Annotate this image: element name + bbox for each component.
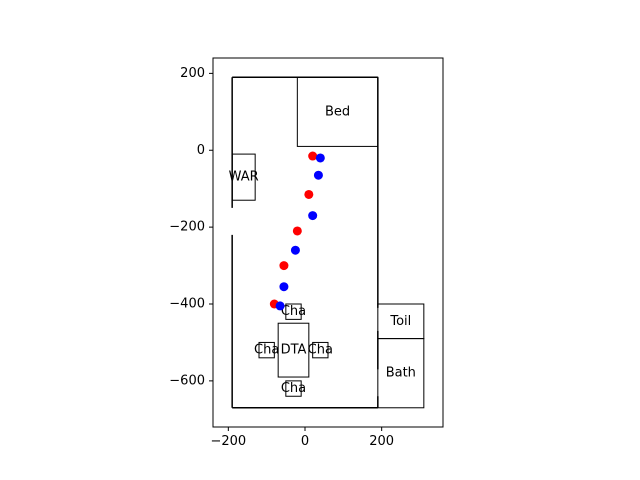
furniture-label: Cha [281, 381, 306, 396]
furniture-label: WAR [229, 170, 259, 185]
x-tick-label: −200 [210, 434, 246, 449]
furniture-box [285, 303, 302, 320]
trajectory-point [315, 153, 325, 163]
furniture-box [285, 380, 302, 397]
furniture-label: Bath [386, 366, 416, 381]
y-tick-label: −400 [169, 297, 205, 312]
furniture-box [377, 338, 425, 409]
trajectory-point [290, 245, 300, 255]
trajectory-point [279, 261, 289, 271]
furniture-box [296, 76, 379, 147]
trajectory-point [279, 282, 289, 292]
y-tick-label: −200 [169, 220, 205, 235]
points-layer [269, 151, 325, 311]
ticks-layer: −200 0 200 200 0 −200 −400 −600 [169, 66, 394, 449]
trajectory-point [275, 301, 285, 311]
furniture-label: Bed [325, 104, 350, 119]
furniture-box [277, 322, 310, 378]
furniture-box [258, 341, 275, 359]
trajectory-point [308, 151, 318, 161]
furniture-box [312, 341, 329, 359]
y-tick-label: 200 [180, 66, 205, 81]
furniture-label: Cha [254, 343, 279, 358]
furniture-box [231, 153, 256, 201]
furniture-label: Cha [281, 304, 306, 319]
trajectory-point [292, 226, 302, 236]
y-tick-label: 0 [197, 143, 205, 158]
furniture-label: DTA [281, 343, 307, 358]
furniture-label: Cha [308, 343, 333, 358]
trajectory-point [304, 189, 314, 199]
y-tick-label: −600 [169, 373, 205, 388]
x-tick-label: 0 [301, 434, 309, 449]
trajectory-point [313, 170, 323, 180]
furniture-label: Toil [389, 314, 411, 329]
x-tick-label: 200 [369, 434, 394, 449]
plot-frame [212, 57, 444, 428]
trajectory-point [308, 211, 318, 221]
walls-layer [231, 76, 379, 409]
